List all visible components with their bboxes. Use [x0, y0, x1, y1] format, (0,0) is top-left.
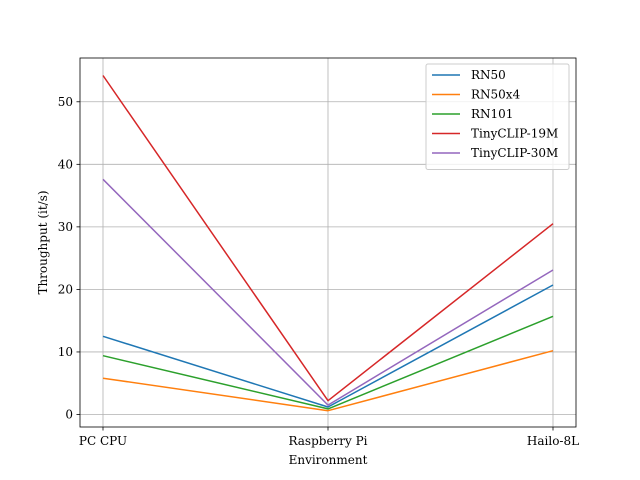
y-tick-label: 30 — [58, 220, 73, 234]
series-line-tinyclip-19m — [102, 75, 554, 402]
legend-label: TinyCLIP-30M — [471, 146, 558, 160]
y-tick-label: 50 — [58, 95, 73, 109]
legend-label: RN50 — [471, 68, 506, 82]
y-tick-label: 20 — [58, 282, 73, 296]
y-tick-label: 0 — [65, 407, 73, 421]
x-axis-ticks: PC CPU Raspberry Pi Hailo-8L — [79, 427, 579, 448]
legend-box — [425, 63, 570, 170]
legend: RN50 RN50x4 RN101 TinyCLIP-19M TinyCLIP-30M — [425, 63, 570, 170]
series-line-rn50 — [102, 284, 554, 408]
x-tick-label: Raspberry Pi — [288, 434, 367, 448]
x-axis-label: Environment — [289, 453, 368, 467]
legend-label: RN50x4 — [471, 88, 521, 102]
y-tick-label: 10 — [58, 345, 73, 359]
legend-label: TinyCLIP-19M — [471, 127, 558, 141]
series-line-tinyclip-30m — [102, 178, 554, 406]
y-axis-ticks: 0 10 20 30 40 50 — [58, 95, 80, 421]
y-tick-label: 40 — [58, 157, 73, 171]
x-tick-label: Hailo-8L — [527, 434, 579, 448]
y-axis-label: Throughput (it/s) — [36, 190, 50, 294]
series-line-rn101 — [102, 315, 554, 410]
x-tick-label: PC CPU — [79, 434, 127, 448]
legend-label: RN101 — [471, 107, 513, 121]
series-line-rn50x4 — [102, 349, 554, 412]
series-lines — [102, 75, 554, 412]
